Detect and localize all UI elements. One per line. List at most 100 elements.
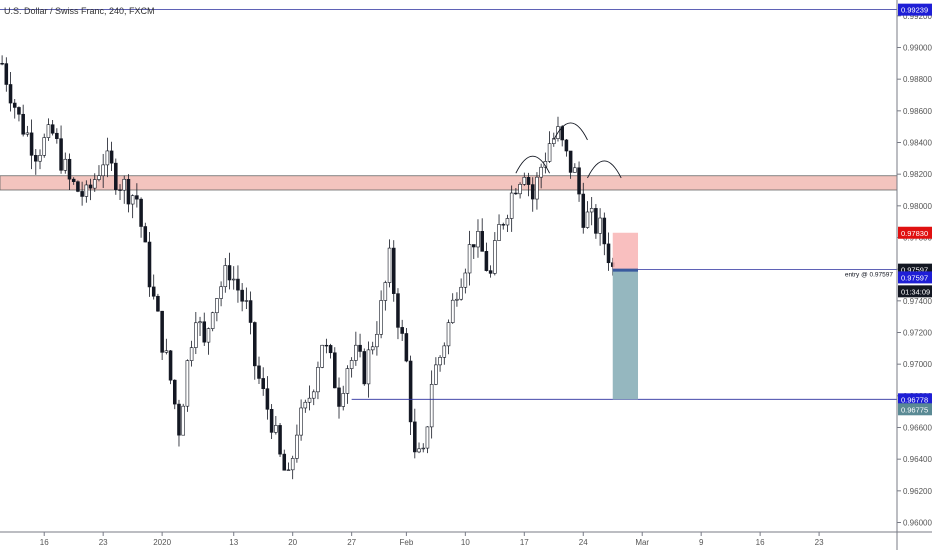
candle-body [269, 409, 274, 433]
candle-body [349, 360, 354, 369]
candle [354, 331, 358, 366]
candle-body [589, 208, 594, 213]
candle [497, 214, 501, 241]
candle [236, 265, 240, 303]
candle-body [156, 295, 160, 312]
candle [282, 449, 287, 471]
candle-body [501, 224, 506, 226]
candle [316, 361, 320, 400]
entry-label: entry @ 0.97597 [845, 272, 894, 279]
candle [362, 348, 367, 386]
candle-body [0, 63, 4, 65]
candle [501, 222, 506, 230]
candle [421, 443, 426, 453]
candle [324, 338, 329, 354]
candle [400, 319, 404, 341]
candle [476, 219, 480, 258]
candle [547, 131, 552, 163]
candle [568, 150, 573, 179]
candle-body [446, 322, 451, 347]
candle-body [4, 63, 9, 85]
candle-body [34, 155, 38, 162]
candle-body [151, 286, 156, 297]
price-tag: 0.96775 [898, 403, 932, 416]
candle-body [602, 217, 607, 245]
candle [172, 379, 177, 410]
candle-body [29, 132, 34, 156]
price-tick-label: 0.97400 [903, 297, 932, 306]
time-tick-label: 10 [461, 538, 470, 547]
candle-body [172, 379, 177, 405]
candle [530, 177, 535, 212]
candle-body [480, 231, 484, 252]
candle [189, 340, 194, 367]
price-tag-label: 0.97830 [901, 229, 928, 238]
candle-body [67, 158, 72, 180]
candle [71, 177, 76, 185]
price-tick-label: 0.99200 [903, 12, 932, 21]
candle-body [408, 360, 413, 423]
candle-body [425, 426, 430, 449]
candle-body [337, 387, 341, 407]
candle [484, 242, 489, 272]
price-tag-label: 0.99239 [901, 6, 928, 15]
candle-body [421, 447, 426, 450]
candle [463, 268, 468, 294]
candle [413, 408, 417, 459]
candle-body [244, 300, 249, 302]
candle-body [598, 217, 602, 234]
candle-body [497, 224, 501, 241]
candle [328, 343, 333, 359]
candle-body [97, 175, 101, 180]
candle [370, 341, 375, 355]
candle [177, 399, 181, 447]
time-tick-label: 2020 [153, 538, 171, 547]
candle [488, 265, 493, 278]
candle-body [21, 113, 25, 135]
candle [408, 355, 413, 436]
candle-body [265, 388, 270, 410]
candle-body [181, 405, 185, 436]
candle [194, 311, 198, 355]
candle [42, 133, 46, 158]
candle-body [194, 322, 198, 348]
candle-body [109, 150, 114, 164]
time-tick-label: 13 [229, 538, 238, 547]
candle-body [606, 243, 611, 264]
candle-body [391, 247, 396, 294]
time-tick-label: 23 [815, 538, 824, 547]
candle [391, 240, 396, 302]
time-tick-label: 16 [40, 538, 49, 547]
candle [450, 293, 455, 324]
candle [429, 370, 434, 439]
candle [8, 71, 13, 112]
candle [577, 161, 581, 202]
price-tick-label: 0.98600 [903, 107, 932, 116]
candle-body [126, 178, 131, 205]
candle-body [564, 139, 569, 152]
time-tick-label: 27 [347, 538, 356, 547]
candle [404, 328, 409, 363]
candle-body [509, 192, 514, 219]
price-tick-label: 0.98400 [903, 139, 932, 148]
price-tick-label: 0.99000 [903, 44, 932, 53]
candle [63, 152, 68, 174]
candle [88, 178, 93, 201]
candle [425, 426, 430, 454]
candle-body [198, 321, 202, 324]
candle-body [105, 150, 110, 166]
price-tag: 0.97830 [898, 226, 932, 239]
candle [101, 153, 105, 188]
candle [67, 153, 72, 190]
candle-body [307, 397, 312, 403]
candle-body [8, 84, 13, 104]
candle-body [476, 231, 480, 248]
price-tag: 0.99239 [898, 3, 932, 16]
price-tag-box [898, 271, 932, 284]
candle [299, 399, 303, 441]
candle [337, 377, 341, 419]
candle [535, 172, 539, 210]
candle [598, 208, 602, 246]
candle [320, 344, 324, 369]
